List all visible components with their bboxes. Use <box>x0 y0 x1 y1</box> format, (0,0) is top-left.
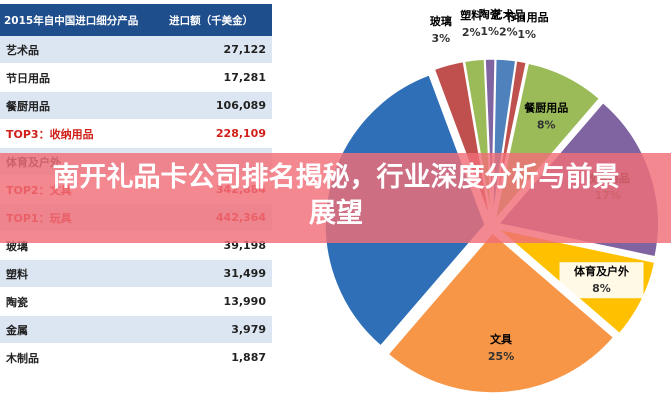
table-cell: 金属 <box>0 315 166 344</box>
table-cell: 27,122 <box>165 36 272 64</box>
table-cell: 228,109 <box>165 119 272 148</box>
table-row: TOP3：收纳用品 228,109 <box>0 119 272 148</box>
banner-title: 南开礼品卡公司排名揭秘，行业深度分析与前景展望 <box>52 162 620 229</box>
table-cell: 塑料 <box>0 259 166 288</box>
slice-label: 体育及户外 <box>574 264 629 278</box>
slice-label: 文具 <box>490 332 512 346</box>
table-row: 陶瓷 13,990 <box>0 287 272 316</box>
table-cell: 106,089 <box>165 91 272 120</box>
slice-value-label: 1% <box>517 28 536 41</box>
slice-label: 塑料 <box>460 8 482 22</box>
table-row: 木制品 1,887 <box>0 343 272 372</box>
header-cell: 2015年自中国进口细分产品 <box>0 4 166 36</box>
slice-value-label: 2% <box>499 26 518 39</box>
pie-slice <box>387 231 615 394</box>
label-box <box>559 262 644 299</box>
slice-label: 陶瓷 <box>479 7 501 21</box>
slice-label: 节日用品 <box>505 10 549 24</box>
table-cell: 艺术品 <box>0 36 166 64</box>
header-cell: 进口额（千美金） <box>165 4 272 36</box>
table-cell: 17,281 <box>165 63 272 92</box>
table-cell: 木制品 <box>0 343 166 372</box>
table-row: 金属 3,979 <box>0 315 272 344</box>
slice-label: 玻璃 <box>430 14 452 28</box>
slice-value-label: 2% <box>462 26 481 39</box>
table-cell: 陶瓷 <box>0 287 166 316</box>
slice-value-label: 3% <box>431 32 450 45</box>
slice-label: 艺术品 <box>492 8 525 22</box>
slice-value-label: 8% <box>537 118 556 131</box>
table-row: 塑料 31,499 <box>0 259 272 288</box>
slice-value-label: 1% <box>480 25 499 38</box>
table-cell: TOP3：收纳用品 <box>0 119 166 148</box>
slice-value-label: 8% <box>592 282 611 295</box>
slice-label: 餐厨用品 <box>523 100 568 114</box>
table-header: 2015年自中国进口细分产品 进口额（千美金） <box>0 4 272 36</box>
table-cell: 13,990 <box>165 287 272 316</box>
table-cell: 3,979 <box>165 315 272 344</box>
slice-value-label: 25% <box>488 350 514 363</box>
table-row: 餐厨用品 106,089 <box>0 91 272 120</box>
banner-band <box>0 153 671 243</box>
table-cell: 餐厨用品 <box>0 91 166 120</box>
table-cell: 节日用品 <box>0 63 166 92</box>
table-row: 艺术品 27,122 <box>0 36 272 64</box>
table-cell: 31,499 <box>165 259 272 288</box>
table-cell: 1,887 <box>165 343 272 372</box>
table-row: 节日用品 17,281 <box>0 63 272 92</box>
